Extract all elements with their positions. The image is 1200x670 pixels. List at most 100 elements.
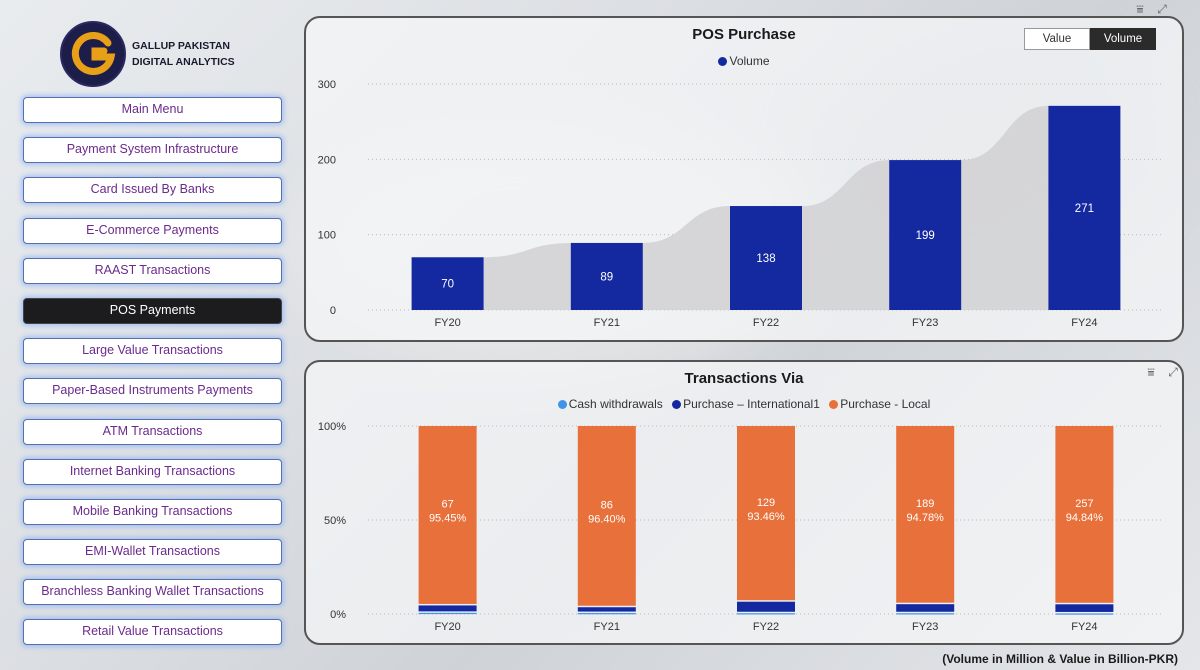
data-label: 138 xyxy=(756,253,775,265)
stacked-bar-segment xyxy=(896,613,955,615)
stacked-bar-segment xyxy=(1055,604,1114,612)
legend-dot xyxy=(829,400,839,409)
ribbon xyxy=(961,105,1049,310)
focus-mode-icon[interactable]: ⤢ xyxy=(1157,2,1167,16)
legend-dot xyxy=(718,57,728,66)
stacked-bar-segment xyxy=(577,613,636,615)
transactions-via-panel: ⩸ ⤢ Transactions Via Cash withdrawals Pu… xyxy=(304,360,1184,645)
logo-mark xyxy=(60,21,126,87)
menu-item-pos-payments[interactable]: POS Payments xyxy=(23,297,282,324)
x-tick-label: FY23 xyxy=(912,317,938,329)
legend-entry: Volume xyxy=(718,54,770,68)
menu-item-retail-value[interactable]: Retail Value Transactions xyxy=(23,619,282,646)
ribbon xyxy=(802,160,890,310)
y-tick-label: 100% xyxy=(318,421,346,433)
x-tick-label: FY20 xyxy=(434,621,460,633)
menu-item-e-commerce-payments[interactable]: E-Commerce Payments xyxy=(23,217,282,244)
logo-g-icon xyxy=(71,31,116,75)
legend-label: Volume xyxy=(729,54,770,68)
y-tick-label: 200 xyxy=(318,154,336,166)
data-label: 67 xyxy=(441,499,453,511)
filter-icon[interactable]: ⩸ xyxy=(1136,2,1144,16)
data-label-percent: 93.46% xyxy=(747,511,785,523)
legend-entry: Cash withdrawals xyxy=(557,397,663,411)
ribbon xyxy=(642,206,730,310)
legend-entry: Purchase - Local xyxy=(829,397,930,411)
legend-dot xyxy=(557,400,567,409)
x-tick-label: FY24 xyxy=(1071,621,1097,633)
data-label: 86 xyxy=(601,500,613,512)
pos-purchase-panel: POS Purchase Volume Value Volume 0 100 200… xyxy=(304,16,1184,342)
data-label-percent: 96.40% xyxy=(588,514,626,526)
chart-title: POS Purchase xyxy=(692,26,796,43)
filter-icon[interactable]: ⩸ xyxy=(1147,365,1155,379)
data-label-percent: 94.84% xyxy=(1066,512,1104,524)
chart-legend: Volume xyxy=(306,54,1182,68)
measure-toggle: Value Volume xyxy=(1024,28,1156,50)
bar xyxy=(570,242,643,310)
menu-item-raast-transactions[interactable]: RAAST Transactions xyxy=(23,257,282,284)
menu-item-large-value-transactions[interactable]: Large Value Transactions xyxy=(23,338,282,365)
x-tick-label: FY21 xyxy=(594,621,620,633)
y-tick-label: 50% xyxy=(324,515,346,527)
data-label: 189 xyxy=(916,498,934,510)
y-tick-label: 0% xyxy=(330,609,346,621)
visual-header: ⩸ ⤢ xyxy=(1144,365,1180,379)
stacked-bar-segment xyxy=(577,607,636,612)
legend-label: Purchase - Local xyxy=(840,397,931,411)
stacked-bar-segment xyxy=(1055,426,1114,603)
data-label: 199 xyxy=(916,230,935,242)
menu-item-mobile-banking[interactable]: Mobile Banking Transactions xyxy=(23,498,282,525)
sidebar-menu: Main Menu Payment System Infrastructure … xyxy=(23,97,282,660)
y-tick-label: 100 xyxy=(318,230,336,242)
data-label: 70 xyxy=(441,279,454,291)
x-tick-label: FY21 xyxy=(594,317,620,329)
pos-purchase-chart: 0 100 200 300 70 FY20 89 FY21 138 FY22 199 FY23 271 F… xyxy=(318,79,1164,329)
bar xyxy=(1048,105,1121,310)
brand-line-1: GALLUP PAKISTAN xyxy=(132,40,231,52)
bar xyxy=(889,160,962,310)
menu-item-internet-banking[interactable]: Internet Banking Transactions xyxy=(23,458,282,485)
transactions-via-chart: 0% 50% 100% 67 95.45% FY20 86 96.40% FY21 129 93.4… xyxy=(318,421,1164,633)
ribbon xyxy=(483,242,571,310)
menu-item-atm-transactions[interactable]: ATM Transactions xyxy=(23,418,282,445)
menu-item-card-issued-by-banks[interactable]: Card Issued By Banks xyxy=(23,177,282,204)
stacked-bar-segment xyxy=(737,426,795,601)
value-toggle-button[interactable]: Value xyxy=(1024,28,1090,50)
stacked-bar-segment xyxy=(418,605,477,612)
x-tick-label: FY23 xyxy=(912,621,938,633)
stacked-bar-segment xyxy=(577,426,636,606)
focus-mode-icon[interactable]: ⤢ xyxy=(1168,365,1178,379)
data-label-percent: 95.45% xyxy=(429,513,467,525)
menu-item-emi-wallet[interactable]: EMI-Wallet Transactions xyxy=(23,539,282,566)
y-tick-label: 300 xyxy=(318,79,336,91)
data-label: 89 xyxy=(600,271,613,283)
volume-toggle-button[interactable]: Volume xyxy=(1090,28,1156,50)
menu-item-main-menu[interactable]: Main Menu xyxy=(23,97,282,123)
y-tick-label: 0 xyxy=(330,305,336,317)
data-label: 257 xyxy=(1075,498,1093,510)
stacked-bar-segment xyxy=(896,426,955,603)
chart-legend: Cash withdrawals Purchase – Internationa… xyxy=(306,397,1182,411)
bar xyxy=(730,206,802,310)
data-label-percent: 94.78% xyxy=(907,512,945,524)
bar xyxy=(411,257,484,310)
x-tick-label: FY22 xyxy=(753,317,779,329)
stacked-bar-segment xyxy=(1055,613,1114,615)
units-footnote: (Volume in Million & Value in Billion-PK… xyxy=(942,652,1178,666)
x-tick-label: FY24 xyxy=(1071,317,1097,329)
stacked-bar-segment xyxy=(418,426,477,604)
menu-item-paper-based-instruments[interactable]: Paper-Based Instruments Payments xyxy=(23,378,282,405)
menu-item-branchless-banking[interactable]: Branchless Banking Wallet Transactions xyxy=(23,579,282,606)
menu-item-payment-system-infrastructure[interactable]: Payment System Infrastructure xyxy=(23,137,282,164)
legend-entry: Purchase – International1 xyxy=(672,397,820,411)
brand-name: GALLUP PAKISTAN DIGITAL ANALYTICS xyxy=(132,38,235,70)
legend-label: Cash withdrawals xyxy=(568,397,663,411)
legend-label: Purchase – International1 xyxy=(683,397,820,411)
legend-dot xyxy=(672,400,682,409)
stacked-bar-segment xyxy=(737,601,795,612)
x-tick-label: FY22 xyxy=(753,621,779,633)
x-tick-label: FY20 xyxy=(434,317,460,329)
stacked-bar-segment xyxy=(737,613,795,615)
data-label: 271 xyxy=(1075,203,1094,215)
